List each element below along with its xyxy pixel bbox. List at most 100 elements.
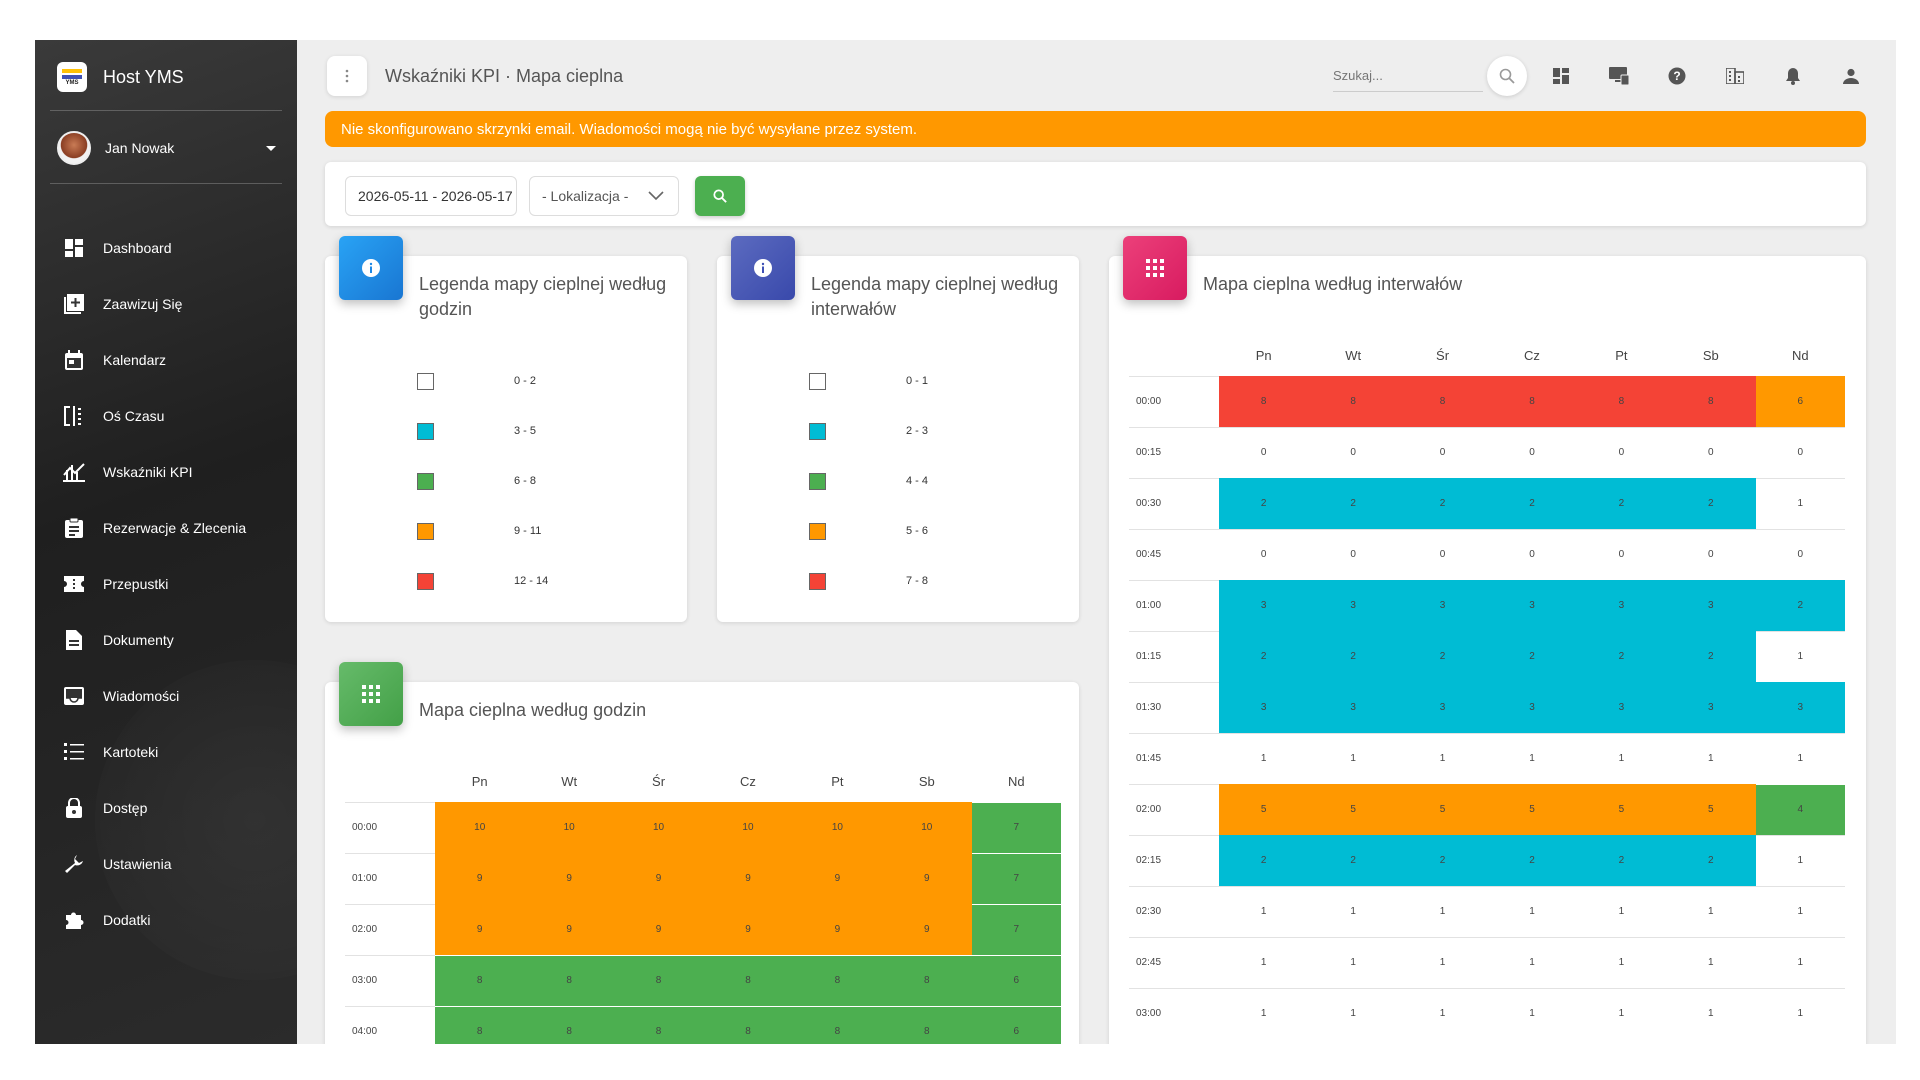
search-input[interactable]: [1333, 60, 1483, 92]
sidebar-toggle-button[interactable]: [327, 56, 367, 96]
heatmap-cell: 0: [1576, 426, 1667, 478]
heatmap-cell: 2: [1666, 834, 1756, 886]
heatmap-row: 03:00 8 8 8 8 8 8 6: [345, 954, 1061, 1006]
heatmap-cell: 0: [1308, 426, 1398, 478]
legend-row: 12 - 14: [417, 556, 548, 606]
heatmap-cell: 1: [1219, 936, 1309, 988]
user-menu[interactable]: Jan Nowak: [57, 130, 282, 166]
heatmap-time-label: 00:45: [1129, 528, 1219, 580]
heatmap-row: 00:15 0 0 0 0 0 0 0: [1129, 426, 1845, 478]
lock-icon: [63, 797, 85, 819]
heatmap-day-header: Wt: [1345, 348, 1362, 364]
heatmap-cell: 8: [1219, 375, 1309, 427]
heatmap-cell: 9: [524, 903, 614, 955]
heatmap-cell: 8: [524, 954, 614, 1006]
heatmap-intervals-title: Mapa cieplna według interwałów: [1203, 274, 1463, 294]
sidebar-item-wiadomosci[interactable]: Wiadomości: [35, 668, 297, 724]
sidebar-item-label: Kalendarz: [103, 352, 167, 368]
sidebar-item-label: Dokumenty: [103, 632, 174, 648]
heatmap-cell: 1: [1487, 987, 1577, 1039]
heatmap-time-label: 03:00: [1129, 987, 1219, 1039]
heatmap-time-label: 02:15: [1129, 834, 1219, 886]
legend-label: 12 - 14: [514, 575, 549, 587]
list-icon: [63, 741, 85, 763]
heatmap-cell: 1: [1666, 885, 1756, 937]
sidebar-item-kartoteki[interactable]: Kartoteki: [35, 724, 297, 780]
sidebar-item-rezerwacje[interactable]: Rezerwacje & Zlecenia: [35, 500, 297, 556]
heatmap-cell: 9: [435, 852, 525, 904]
heatmap-cell: 8: [524, 1005, 614, 1044]
sidebar-item-przepustki[interactable]: Przepustki: [35, 556, 297, 612]
heatmap-row: 01:00 9 9 9 9 9 9 7: [345, 852, 1061, 904]
heatmap-cell: 3: [1666, 681, 1756, 733]
legend-row: 7 - 8: [809, 556, 928, 606]
heatmap-cell: 1: [1397, 936, 1488, 988]
search-button[interactable]: [1487, 56, 1527, 96]
calendar-icon: [63, 349, 85, 371]
heatmap-cell: 2: [1487, 834, 1577, 886]
sidebar-item-label: Przepustki: [103, 576, 169, 592]
heatmap-cell: 5: [1308, 783, 1398, 835]
heatmap-cell: 8: [703, 954, 793, 1006]
alert-text: Nie skonfigurowano skrzynki email. Wiado…: [341, 120, 918, 138]
add-box-icon: [63, 293, 85, 315]
clipboard-icon: [63, 517, 85, 539]
heatmap-day-header: Pt: [1615, 348, 1628, 364]
person-icon[interactable]: [1837, 62, 1865, 90]
legend-label: 0 - 1: [906, 375, 929, 387]
heatmap-hours-title: Mapa cieplna według godzin: [419, 700, 647, 720]
filter-search-button[interactable]: [695, 176, 745, 216]
heatmap-time-label: 01:00: [345, 852, 435, 904]
sidebar-item-wskazniki-kpi[interactable]: Wskaźniki KPI: [35, 444, 297, 500]
heatmap-cell: 6: [971, 1005, 1061, 1044]
heatmap-cell: 10: [613, 801, 704, 853]
heatmap-row: 00:30 2 2 2 2 2 2 1: [1129, 477, 1845, 529]
heatmap-hours-table: Pn Wt Śr Cz Pt Sb Nd 00:00 10 10 10 10 10 10 7 01:00 9 9 9…: [345, 762, 1061, 1044]
legend-label: 2 - 3: [906, 425, 929, 437]
heatmap-cell: 3: [1219, 579, 1309, 631]
heatmap-cell: 1: [1755, 630, 1845, 682]
sidebar-item-dostep[interactable]: Dostęp: [35, 780, 297, 836]
heatmap-cell: 0: [1219, 426, 1309, 478]
sidebar-item-dashboard[interactable]: Dashboard: [35, 220, 297, 276]
heatmap-time-label: 04:00: [345, 1005, 435, 1044]
date-range-input[interactable]: 2026-05-11 - 2026-05-17: [345, 176, 517, 216]
heatmap-row: 01:30 3 3 3 3 3 3 3: [1129, 681, 1845, 733]
heatmap-day-header: Pn: [1255, 348, 1272, 364]
building-icon[interactable]: [1721, 62, 1749, 90]
filter-card: 2026-05-11 - 2026-05-17 - Lokalizacja -: [325, 162, 1866, 226]
legend-row: 3 - 5: [417, 406, 548, 456]
kpi-chart-icon: [63, 461, 85, 483]
legend-swatch: [809, 522, 826, 540]
monitor-icon[interactable]: [1605, 62, 1633, 90]
heatmap-row: 00:00 10 10 10 10 10 10 7: [345, 801, 1061, 853]
app-logo-row[interactable]: YMS Host YMS: [57, 60, 184, 94]
sidebar-item-dokumenty[interactable]: Dokumenty: [35, 612, 297, 668]
heatmap-time-label: 01:00: [1129, 579, 1219, 631]
heatmap-time-label: 01:30: [1129, 681, 1219, 733]
sidebar-item-kalendarz[interactable]: Kalendarz: [35, 332, 297, 388]
legend-label: 6 - 8: [514, 475, 537, 487]
sidebar-item-ustawienia[interactable]: Ustawienia: [35, 836, 297, 892]
heatmap-cell: 2: [1308, 477, 1398, 529]
dashboard-icon[interactable]: [1547, 62, 1575, 90]
search-icon: [713, 189, 727, 203]
sidebar-item-zaawizuj[interactable]: Zaawizuj Się: [35, 276, 297, 332]
heatmap-cell: 1: [1666, 987, 1756, 1039]
location-select[interactable]: - Lokalizacja -: [529, 176, 679, 216]
help-icon[interactable]: ?: [1663, 62, 1691, 90]
heatmap-time-label: 00:00: [1129, 375, 1219, 427]
ticket-icon: [63, 573, 85, 595]
heatmap-time-label: 03:00: [345, 954, 435, 1006]
sidebar-item-os-czasu[interactable]: Oś Czasu: [35, 388, 297, 444]
heatmap-cell: 1: [1755, 987, 1845, 1039]
heatmap-cell: 2: [1397, 630, 1488, 682]
heatmap-cell: 10: [524, 801, 614, 853]
caret-down-icon: [266, 145, 276, 151]
legend-row: 2 - 3: [809, 406, 928, 456]
heatmap-cell: 1: [1219, 987, 1309, 1039]
heatmap-cell: 8: [792, 954, 883, 1006]
sidebar-item-dodatki[interactable]: Dodatki: [35, 892, 297, 948]
heatmap-time-label: 02:00: [345, 903, 435, 955]
bell-icon[interactable]: [1779, 62, 1807, 90]
